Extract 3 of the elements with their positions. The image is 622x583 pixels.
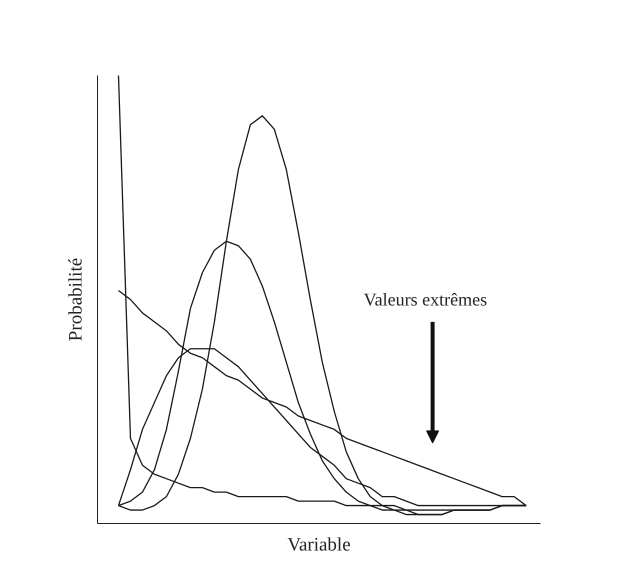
annotation: Valeurs extrêmes	[364, 290, 488, 310]
x-axis-title: Variable	[287, 534, 351, 556]
y-axis-title: Probabilité	[66, 258, 86, 342]
